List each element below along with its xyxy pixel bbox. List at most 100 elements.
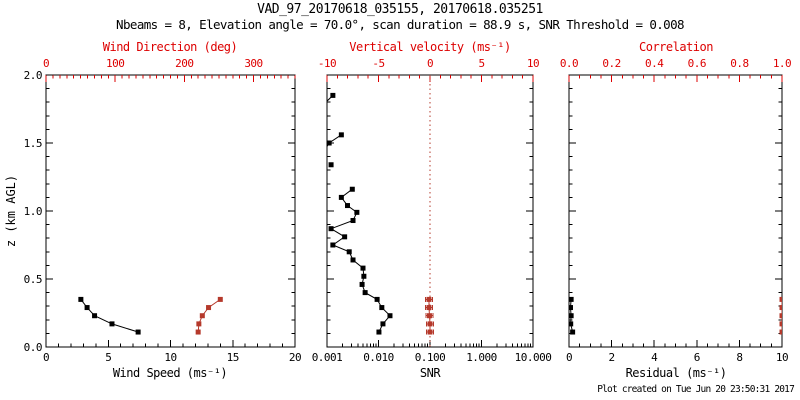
snr-profile-point — [361, 273, 367, 279]
residual-panel-top-tick-label: 0.6 — [688, 57, 706, 70]
snr-profile-point — [338, 194, 344, 200]
residual-panel-bottom-tick-label: 6 — [694, 351, 700, 364]
wind-panel-y-axis: 0.0 0.5 1.0 1.5 2.0 — [24, 69, 295, 354]
correlation-axis-label: Correlation — [639, 40, 713, 54]
vertical-velocity-axis-label: Vertical velocity (ms⁻¹) — [349, 40, 511, 54]
residual-point — [569, 296, 574, 302]
residual-panel-top-axis: 0.0 0.2 0.4 0.6 0.8 1.0 — [560, 57, 792, 82]
residual-point — [569, 321, 574, 327]
wind-panel-bottom-tick-label: 5 — [105, 351, 111, 364]
snr-panel-bottom-axis: 0.001 0.010 0.100 1.000 10.000 — [312, 340, 552, 364]
snr-panel: 0.001 0.010 0.100 1.000 10.000 -10 -5 0 5 10 — [312, 57, 552, 364]
snr-profile-point — [350, 218, 356, 224]
plot-created-timestamp: Plot created on Tue Jun 20 23:50:31 2017 — [597, 384, 795, 395]
snr-profile-point — [374, 296, 380, 302]
snr-profile-point — [327, 140, 332, 146]
residual-panel-top-tick-label: 0.2 — [602, 57, 620, 70]
residual-point — [570, 329, 576, 335]
residual-panel-top-tick-label: 0.4 — [645, 57, 664, 70]
plot-subtitle: Nbeams = 8, Elevation angle = 70.0°, sca… — [116, 17, 685, 32]
snr-profile-point — [387, 313, 393, 319]
residual-panel-top-tick-label: 0.0 — [560, 57, 578, 70]
wind-panel-bottom-tick-label: 10 — [164, 351, 176, 364]
snr-panel-bottom-tick-label: 0.100 — [415, 351, 446, 364]
wind-direction-point — [196, 321, 202, 327]
residual-panel-frame — [568, 74, 783, 348]
wind-panel-top-tick-label: 200 — [175, 57, 193, 70]
snr-profile-point — [346, 249, 352, 255]
snr-axis-label: SNR — [419, 366, 441, 380]
snr-panel-bottom-tick-label: 0.010 — [363, 351, 394, 364]
wind-direction-axis-label: Wind Direction (deg) — [102, 40, 238, 54]
snr-panel-bottom-tick-label: 0.001 — [312, 351, 343, 364]
snr-profile-series — [327, 92, 393, 335]
snr-profile-point — [350, 257, 356, 263]
correlation-point — [779, 321, 782, 327]
z-tick-label: 0.5 — [24, 273, 42, 286]
snr-profile-point — [360, 265, 366, 271]
residual-axis-label: Residual (ms⁻¹) — [625, 366, 727, 380]
wind-panel-top-tick-label: 300 — [244, 57, 262, 70]
vertical-velocity-series — [424, 296, 435, 335]
snr-profile-point — [330, 242, 336, 248]
correlation-series — [779, 296, 782, 335]
residual-series — [569, 296, 576, 335]
wind-direction-point — [206, 305, 212, 311]
vertical-velocity-point — [426, 305, 432, 311]
snr-profile-point — [328, 226, 334, 232]
residual-point — [569, 313, 574, 319]
vertical-velocity-point — [426, 313, 432, 319]
vertical-velocity-point — [427, 321, 433, 327]
residual-panel-bottom-tick-label: 8 — [736, 351, 742, 364]
residual-panel: 0 2 4 6 8 10 0.0 0.2 0.4 0.6 0.8 1.0 — [560, 57, 792, 364]
wind-speed-point — [92, 313, 98, 319]
residual-panel-bottom-tick-label: 10 — [776, 351, 788, 364]
plot-title: VAD_97_20170618_035155, 20170618.035251 — [257, 2, 543, 17]
snr-profile-point — [328, 162, 334, 168]
snr-panel-top-tick-label: 0 — [427, 57, 433, 70]
correlation-point — [779, 296, 782, 302]
snr-panel-bottom-tick-label: 10.000 — [515, 351, 552, 364]
wind-direction-series — [195, 296, 223, 335]
wind-panel-bottom-axis: 0 5 10 15 20 — [43, 340, 302, 364]
snr-profile-point — [344, 203, 350, 209]
wind-speed-point — [135, 329, 141, 335]
vertical-velocity-point — [426, 296, 432, 302]
wind-speed-point — [109, 321, 115, 327]
residual-panel-bottom-tick-label: 2 — [609, 351, 615, 364]
residual-panel-top-tick-label: 0.8 — [730, 57, 748, 70]
residual-panel-y-axis — [569, 74, 782, 348]
snr-profile-point — [342, 234, 348, 240]
wind-panel-bottom-tick-label: 15 — [227, 351, 239, 364]
vertical-velocity-point — [427, 329, 433, 335]
wind-panel-bottom-tick-label: 0 — [43, 351, 49, 364]
correlation-point — [779, 313, 782, 319]
wind-panel-top-tick-label: 100 — [106, 57, 124, 70]
snr-profile-point — [379, 305, 385, 311]
wind-speed-point — [84, 305, 90, 311]
snr-panel-top-tick-label: -10 — [318, 57, 336, 70]
snr-panel-top-tick-label: 10 — [527, 57, 539, 70]
snr-panel-top-tick-label: 5 — [478, 57, 484, 70]
residual-panel-bottom-tick-label: 4 — [651, 351, 658, 364]
snr-panel-top-axis: -10 -5 0 5 10 — [318, 57, 540, 82]
snr-panel-bottom-tick-label: 1.000 — [466, 351, 497, 364]
wind-direction-point — [195, 329, 201, 335]
snr-profile-point — [376, 329, 382, 335]
snr-panel-top-tick-label: -5 — [372, 57, 384, 70]
wind-panel-bottom-tick-label: 20 — [289, 351, 301, 364]
z-tick-label: 0.0 — [24, 341, 42, 354]
wind-direction-point — [199, 313, 205, 319]
z-tick-label: 1.0 — [24, 205, 42, 218]
residual-panel-bottom-tick-label: 0 — [566, 351, 572, 364]
snr-profile-point — [362, 290, 368, 296]
z-tick-label: 1.5 — [24, 137, 42, 150]
wind-panel-frame — [45, 74, 296, 348]
residual-panel-bottom-axis: 0 2 4 6 8 10 — [566, 340, 789, 364]
snr-profile-point — [338, 132, 344, 138]
snr-profile-point — [354, 209, 360, 215]
correlation-point — [779, 305, 782, 311]
